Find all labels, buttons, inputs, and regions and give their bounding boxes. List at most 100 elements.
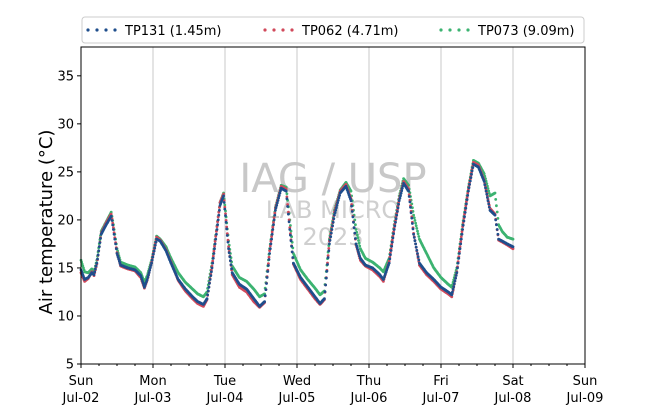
data-point: [211, 259, 215, 263]
data-point: [465, 198, 469, 202]
data-point: [414, 221, 417, 225]
data-point: [465, 196, 469, 199]
data-point: [269, 239, 273, 243]
data-point: [457, 256, 461, 260]
data-point: [392, 232, 395, 236]
data-point: [112, 228, 115, 231]
data-point: [92, 273, 96, 277]
data-point: [487, 192, 491, 195]
data-point: [399, 191, 403, 195]
data-point: [464, 206, 468, 210]
data-point: [495, 204, 498, 208]
data-point: [263, 300, 266, 303]
data-point: [228, 255, 232, 259]
data-point: [289, 224, 292, 227]
data-point: [511, 237, 515, 241]
data-point: [274, 206, 278, 210]
data-point: [324, 283, 327, 287]
data-point: [414, 242, 417, 246]
data-point: [387, 261, 391, 265]
data-point: [356, 248, 360, 252]
data-point: [265, 276, 269, 279]
data-point: [214, 235, 218, 238]
data-point: [399, 194, 402, 198]
data-point: [467, 186, 471, 190]
data-point: [223, 207, 227, 211]
data-point: [486, 199, 490, 203]
data-point: [353, 231, 357, 235]
data-point: [326, 256, 330, 259]
data-point: [290, 250, 294, 254]
data-point: [400, 189, 404, 193]
x-tick-date-label: Jul-07: [422, 391, 460, 406]
data-point: [276, 199, 280, 202]
data-point: [263, 294, 267, 297]
data-point: [409, 205, 412, 209]
legend-marker: [439, 28, 443, 32]
data-point: [279, 189, 282, 193]
data-point: [393, 224, 397, 228]
data-point: [210, 270, 213, 274]
data-point: [469, 176, 473, 180]
data-point: [287, 220, 291, 224]
data-point: [213, 239, 217, 243]
data-point: [349, 199, 353, 203]
y-axis: 5 10 15 20 25 30 35: [57, 69, 81, 373]
watermark: IAG / USP LAB MICRO 2023: [239, 156, 426, 251]
data-point: [222, 201, 226, 204]
data-point: [225, 234, 229, 237]
data-point: [152, 252, 155, 256]
data-point: [400, 186, 404, 190]
legend-marker: [263, 28, 267, 32]
data-point: [273, 213, 277, 217]
data-point: [211, 261, 215, 265]
data-point: [355, 246, 359, 250]
data-point: [112, 232, 116, 236]
data-point: [483, 183, 487, 187]
data-point: [458, 245, 462, 249]
data-point: [465, 200, 468, 204]
data-point: [325, 269, 329, 273]
data-point: [454, 274, 458, 277]
data-point: [148, 268, 152, 272]
data-point: [417, 235, 421, 238]
legend-marker: [290, 28, 294, 32]
data-point: [95, 261, 99, 265]
legend: TP131 (1.45m) TP062 (4.71m) TP073 (9.09m): [81, 16, 585, 44]
data-point: [227, 247, 231, 251]
data-point: [329, 235, 333, 239]
x-tick-day-label: Sat: [502, 374, 523, 389]
data-point: [324, 276, 328, 280]
data-point: [417, 258, 421, 262]
data-point: [327, 249, 331, 253]
data-point: [354, 223, 357, 227]
data-point: [414, 245, 418, 249]
data-point: [456, 261, 460, 265]
data-point: [495, 223, 498, 227]
data-point: [471, 166, 475, 170]
data-point: [289, 239, 293, 243]
data-point: [267, 255, 271, 259]
data-point: [94, 264, 98, 268]
x-tick-date-label: Jul-09: [566, 391, 604, 406]
data-point: [414, 224, 418, 228]
data-point: [450, 295, 454, 299]
data-point: [388, 257, 392, 261]
data-point: [354, 237, 357, 240]
x-tick-day-label: Sun: [69, 374, 94, 389]
data-point: [331, 224, 334, 228]
data-point: [334, 208, 338, 212]
legend-marker: [95, 28, 99, 32]
data-point: [264, 288, 268, 291]
x-tick-date-label: Jul-02: [62, 391, 100, 406]
data-point: [150, 261, 154, 265]
data-point: [455, 271, 459, 275]
data-point: [275, 204, 279, 207]
data-point: [333, 211, 337, 215]
data-point: [323, 297, 326, 301]
data-point: [468, 179, 472, 183]
x-tick-date-label: Jul-06: [350, 391, 388, 406]
data-point: [487, 189, 491, 193]
data-point: [461, 223, 465, 227]
